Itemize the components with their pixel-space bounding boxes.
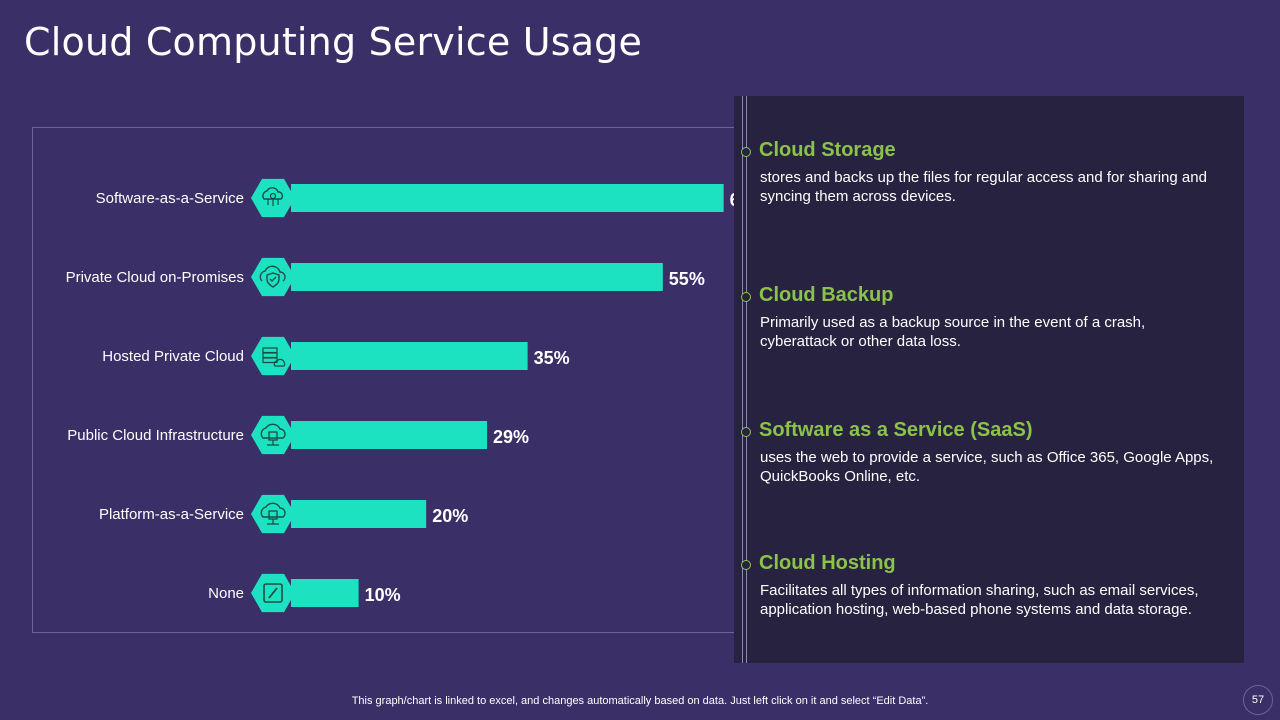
data-label: 55% (669, 269, 705, 289)
service-panel: Cloud Storage stores and backs up the fi… (734, 96, 1244, 663)
panel-item-heading: Cloud Hosting (759, 552, 896, 574)
data-label: 29% (493, 427, 529, 447)
edit-icon (263, 583, 283, 603)
category-hexagon-4 (251, 415, 295, 455)
panel-item-cloud-hosting: Cloud Hosting Facilitates all types of i… (734, 550, 1224, 619)
panel-item-text: stores and backs up the files for regula… (760, 169, 1207, 205)
data-label: 20% (432, 506, 468, 526)
panel-item-text: Facilitates all types of information sha… (760, 582, 1199, 618)
category-label: Software-as-a-Service (96, 190, 244, 207)
data-label: 10% (365, 585, 401, 605)
timeline-dot-icon (741, 560, 751, 570)
bar-2 (291, 263, 663, 291)
panel-item-cloud-backup: Cloud Backup Primarily used as a backup … (734, 282, 1224, 351)
bar-3 (291, 342, 528, 370)
category-label: None (208, 585, 244, 602)
cloud-chip-icon (260, 423, 286, 446)
footer-note: This graph/chart is linked to excel, and… (351, 695, 929, 707)
server-cloud-icon (262, 347, 286, 367)
cloud-chip-icon (260, 502, 286, 525)
panel-item-heading: Cloud Backup (759, 284, 894, 306)
bar-1 (291, 184, 724, 212)
page-title: Cloud Computing Service Usage (24, 20, 643, 64)
panel-item-heading: Cloud Storage (759, 139, 896, 161)
panel-divider-line (742, 96, 743, 663)
category-label: Hosted Private Cloud (102, 348, 244, 365)
panel-item-saas: Software as a Service (SaaS) uses the we… (734, 417, 1224, 486)
panel-item-cloud-storage: Cloud Storage stores and backs up the fi… (734, 137, 1224, 206)
data-label: 35% (534, 348, 570, 368)
category-hexagon-3 (251, 336, 295, 376)
timeline-dot-icon (741, 292, 751, 302)
category-hexagon-2 (251, 257, 295, 297)
bar-chart[interactable]: Software-as-a-Service64%Private Cloud on… (32, 127, 741, 633)
bar-6 (291, 579, 359, 607)
cloud-shield-icon (259, 265, 286, 288)
panel-divider-line (746, 96, 747, 663)
page-number: 57 (1243, 685, 1273, 715)
bar-chart-svg: Software-as-a-Service64%Private Cloud on… (66, 178, 741, 613)
timeline-dot-icon (741, 147, 751, 157)
category-label: Private Cloud on-Promises (66, 269, 244, 286)
cloud-network-icon (262, 187, 284, 206)
panel-item-text: uses the web to provide a service, such … (760, 449, 1214, 485)
bar-5 (291, 500, 427, 528)
bar-4 (291, 421, 488, 449)
category-hexagon-5 (251, 494, 295, 534)
timeline-dot-icon (741, 427, 751, 437)
category-label: Platform-as-a-Service (99, 506, 244, 523)
panel-item-text: Primarily used as a backup source in the… (760, 314, 1146, 350)
panel-item-heading: Software as a Service (SaaS) (759, 419, 1033, 441)
category-label: Public Cloud Infrastructure (67, 427, 244, 444)
